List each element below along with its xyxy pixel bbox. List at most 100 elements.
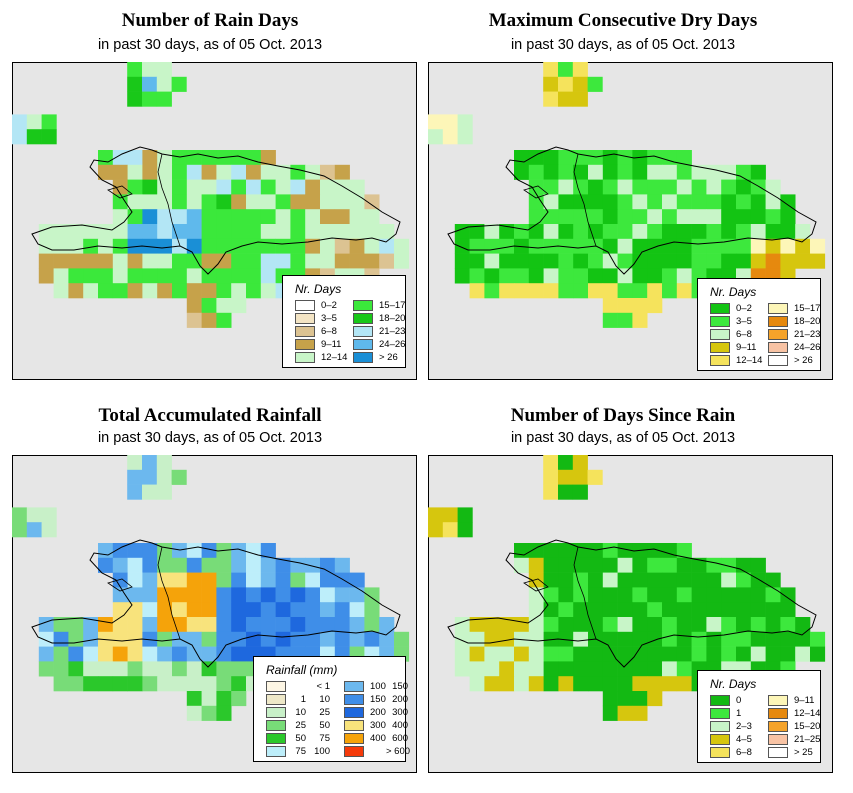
grid-cell (617, 557, 633, 573)
grid-cell (543, 253, 559, 269)
legend-item: 21–25 (768, 734, 820, 746)
grid-cell (127, 587, 143, 603)
grid-cell (588, 572, 604, 588)
grid-cell (617, 209, 633, 225)
grid-cell (320, 602, 336, 618)
grid-cell (795, 253, 811, 269)
grid-cell (676, 557, 692, 573)
grid-cell (469, 646, 485, 662)
grid-cell (157, 209, 173, 225)
grid-cell (201, 164, 217, 180)
grid-cell (349, 238, 365, 254)
grid-cell (216, 705, 232, 721)
legend-label: 9–11 (794, 695, 815, 706)
grid-cell (632, 691, 648, 707)
grid-cell (514, 661, 530, 677)
grid-cell (662, 602, 678, 618)
grid-cell (780, 646, 796, 662)
grid-cell (543, 661, 559, 677)
grid-cell (558, 179, 574, 195)
grid-cell (750, 164, 766, 180)
grid-cell (171, 469, 187, 485)
legend-label: 24–26 (794, 342, 821, 353)
grid-cell (573, 268, 589, 284)
grid-cell (98, 150, 114, 166)
grid-cell (780, 587, 796, 603)
grid-cell (38, 661, 54, 677)
grid-cell (662, 209, 678, 225)
legend-swatch (710, 708, 730, 719)
grid-cell (379, 238, 395, 254)
grid-cell (290, 164, 306, 180)
grid-cell (558, 587, 574, 603)
grid-cell (53, 617, 69, 633)
grid-cell (647, 150, 663, 166)
grid-cell (201, 602, 217, 618)
grid-cell (602, 631, 618, 647)
grid-cell (736, 572, 752, 588)
grid-cell (780, 617, 796, 633)
grid-cell (588, 150, 604, 166)
grid-cell (736, 253, 752, 269)
grid-cell (602, 676, 618, 692)
grid-cell (38, 253, 54, 269)
grid-cell (157, 646, 173, 662)
grid-cell (528, 224, 544, 240)
grid-cell (691, 194, 707, 210)
grid-cell (231, 268, 247, 284)
grid-cell (528, 572, 544, 588)
grid-cell (201, 661, 217, 677)
grid-cell (750, 194, 766, 210)
grid-cell (364, 238, 380, 254)
grid-cell (127, 179, 143, 195)
legend-swatch (353, 326, 373, 337)
grid-cell (484, 238, 500, 254)
grid-cell (588, 268, 604, 284)
grid-cell (558, 268, 574, 284)
grid-cell (602, 298, 618, 314)
legend-item: 100 150 (344, 681, 408, 693)
grid-cell (442, 114, 458, 130)
grid-cell (428, 507, 444, 523)
grid-cell (454, 253, 470, 269)
grid-cell (558, 76, 574, 92)
grid-cell (68, 224, 84, 240)
grid-cell (216, 298, 232, 314)
legend-label: > 25 (794, 747, 813, 758)
grid-cell (457, 522, 473, 538)
grid-cell (142, 602, 158, 618)
grid-cell (41, 129, 57, 145)
grid-cell (290, 209, 306, 225)
grid-cell (68, 268, 84, 284)
grid-cell (617, 150, 633, 166)
grid-cell (127, 617, 143, 633)
grid-cell (750, 238, 766, 254)
grid-cell (305, 557, 321, 573)
grid-cell (216, 224, 232, 240)
legend-high: < 1 (316, 681, 330, 692)
grid-cell (602, 557, 618, 573)
grid-cell (572, 469, 588, 485)
legend-days-since-rain: Nr. Days 0 1 2–3 4–5 6–8 9–11 12–14 15–20 21–25 >… (697, 670, 821, 763)
grid-cell (691, 602, 707, 618)
legend-swatch (768, 329, 788, 340)
grid-cell (662, 268, 678, 284)
grid-cell (260, 194, 276, 210)
grid-cell (320, 194, 336, 210)
grid-cell (112, 587, 128, 603)
grid-cell (706, 617, 722, 633)
grid-cell (231, 557, 247, 573)
grid-cell (68, 617, 84, 633)
grid-cell (617, 238, 633, 254)
legend-title: Rainfall (mm) (266, 663, 338, 677)
grid-cell (499, 676, 515, 692)
grid-cell (127, 224, 143, 240)
grid-cell (617, 572, 633, 588)
grid-cell (231, 543, 247, 559)
panel-subtitle: in past 30 days, as of 05 Oct. 2013 (97, 430, 323, 446)
grid-cell (186, 661, 202, 677)
legend-item: 12–14 (768, 708, 820, 720)
grid-cell (246, 224, 262, 240)
legend-label: 12–14 (736, 355, 763, 366)
grid-cell (216, 209, 232, 225)
